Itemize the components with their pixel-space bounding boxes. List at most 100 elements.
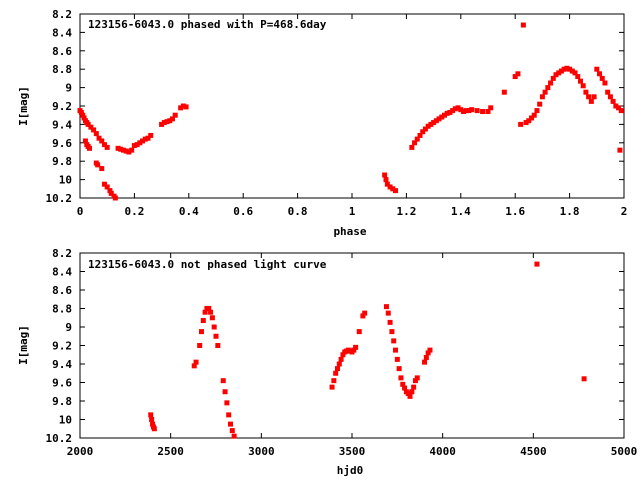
- data-point: [393, 188, 399, 194]
- data-point: [605, 89, 611, 95]
- data-point: [518, 121, 524, 127]
- data-point: [617, 147, 623, 153]
- data-point: [180, 103, 186, 109]
- data-point: [515, 71, 521, 77]
- data-point: [331, 378, 337, 384]
- data-point: [412, 378, 418, 384]
- y-axis-label: I[mag]: [17, 325, 30, 365]
- data-point: [387, 184, 393, 190]
- data-point: [534, 261, 540, 267]
- data-point: [572, 70, 578, 76]
- data-point: [455, 105, 461, 111]
- data-point: [407, 393, 413, 399]
- data-point: [353, 344, 359, 350]
- data-point: [618, 108, 624, 114]
- data-point: [104, 184, 110, 190]
- data-point: [351, 347, 357, 353]
- data-point: [96, 135, 102, 141]
- data-point: [164, 119, 170, 125]
- data-point: [191, 363, 197, 369]
- x-tick-label: 4000: [429, 445, 456, 458]
- y-tick-label: 9.6: [52, 137, 72, 150]
- y-tick-label: 9.4: [52, 358, 72, 371]
- x-tick-label: 2: [621, 205, 628, 218]
- x-tick-label: 2500: [157, 445, 184, 458]
- data-point: [581, 376, 587, 382]
- data-point: [231, 433, 237, 439]
- data-point: [169, 116, 175, 122]
- data-point: [356, 329, 362, 335]
- data-point: [336, 361, 342, 367]
- data-point: [137, 140, 143, 146]
- data-point: [134, 142, 140, 148]
- data-point: [99, 138, 105, 144]
- data-point: [398, 375, 404, 381]
- y-axis-label: I[mag]: [17, 86, 30, 126]
- data-point: [594, 66, 600, 72]
- data-point: [436, 116, 442, 122]
- x-tick-label: 0: [77, 205, 84, 218]
- axis-ticks: 2000 2500 3000 3500 4000 4500 5000 8.2 8.4 8.6 8.8…: [46, 247, 638, 458]
- data-point: [389, 329, 395, 335]
- data-point: [542, 89, 548, 95]
- data-point: [591, 94, 597, 100]
- data-point: [107, 188, 113, 194]
- data-point: [220, 378, 226, 384]
- x-tick-label: 1.6: [505, 205, 525, 218]
- y-tick-label: 9: [65, 321, 72, 334]
- y-tick-label: 10: [59, 414, 72, 427]
- data-point: [178, 105, 184, 111]
- data-point: [121, 147, 127, 153]
- data-point: [78, 109, 84, 115]
- x-tick-label: 1.8: [560, 205, 580, 218]
- data-point: [480, 109, 486, 115]
- data-point: [409, 389, 415, 395]
- data-point: [93, 131, 99, 137]
- data-point: [382, 172, 388, 178]
- data-point: [439, 114, 445, 120]
- data-point: [226, 412, 232, 418]
- data-point: [417, 132, 423, 138]
- data-point: [115, 145, 121, 151]
- data-point: [167, 118, 173, 124]
- data-point: [447, 109, 453, 115]
- data-point: [88, 124, 94, 130]
- data-point: [597, 71, 603, 77]
- data-points: [148, 261, 587, 439]
- data-point: [458, 107, 464, 113]
- phased-light-curve-plot: 123156-6043.0 phased with P=468.6day pha…: [17, 8, 627, 238]
- data-point: [558, 68, 564, 74]
- data-point: [409, 144, 415, 150]
- data-point: [193, 359, 199, 365]
- x-axis-label: phase: [333, 225, 366, 238]
- data-point: [414, 375, 420, 381]
- data-point: [80, 112, 86, 118]
- y-tick-label: 9.2: [52, 340, 72, 353]
- data-point: [564, 65, 570, 71]
- data-point: [400, 381, 406, 387]
- data-point: [469, 107, 475, 113]
- data-point: [82, 138, 88, 144]
- data-point: [222, 389, 228, 395]
- data-point: [577, 78, 583, 84]
- data-point: [420, 129, 426, 135]
- chart-title: 123156-6043.0 not phased light curve: [88, 258, 327, 271]
- data-point: [526, 118, 532, 124]
- y-tick-label: 8.4: [52, 26, 72, 39]
- data-point: [520, 22, 526, 28]
- data-point: [474, 108, 480, 114]
- data-point: [588, 98, 594, 104]
- x-tick-label: 4500: [520, 445, 547, 458]
- data-points: [77, 22, 624, 201]
- data-point: [602, 80, 608, 86]
- y-tick-label: 8.8: [52, 63, 72, 76]
- data-point: [151, 426, 157, 432]
- data-point: [101, 142, 107, 148]
- data-point: [586, 94, 592, 100]
- data-point: [200, 318, 206, 324]
- data-point: [488, 105, 494, 111]
- data-point: [340, 352, 346, 358]
- y-tick-label: 10.2: [46, 432, 73, 445]
- data-point: [126, 149, 132, 155]
